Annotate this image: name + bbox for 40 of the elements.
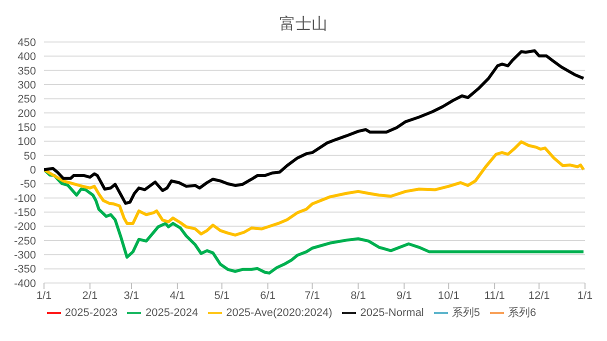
y-tick-label: -250 bbox=[14, 235, 36, 248]
y-tick-label: 300 bbox=[18, 79, 36, 92]
y-tick-label: -300 bbox=[14, 250, 36, 262]
legend-label: 2025-2023 bbox=[64, 307, 118, 319]
y-tick-label: 200 bbox=[18, 108, 36, 120]
chart-title: 富士山 bbox=[278, 14, 328, 35]
x-tick-label: 4/1 bbox=[170, 290, 186, 302]
x-tick-label: 2/1 bbox=[82, 290, 98, 302]
line-series bbox=[44, 49, 585, 205]
legend-label: 系列5 bbox=[452, 307, 480, 319]
x-tick-label: 12/1 bbox=[528, 290, 550, 302]
y-tick-label: 150 bbox=[18, 122, 36, 134]
y-tick-label: -350 bbox=[14, 264, 36, 276]
y-tick-label: 350 bbox=[18, 65, 36, 78]
y-tick-label: 100 bbox=[18, 136, 36, 148]
y-tick-label: -100 bbox=[14, 192, 36, 205]
line-series bbox=[44, 140, 585, 237]
x-tick-label: 11/1 bbox=[484, 290, 505, 302]
x-tick-label: 9/1 bbox=[396, 290, 412, 302]
y-tick-label: 50 bbox=[24, 150, 36, 162]
x-tick-label: 10/1 bbox=[438, 290, 460, 302]
x-tick-label: 1/1 bbox=[36, 290, 52, 302]
legend-label: 2025-2024 bbox=[145, 307, 198, 319]
legend-label: 系列6 bbox=[508, 307, 536, 319]
y-tick-label: 400 bbox=[18, 51, 36, 64]
legend-label: 2025-Ave(2020:2024) bbox=[226, 307, 332, 319]
x-tick-label: 8/1 bbox=[350, 290, 366, 302]
x-tick-label: 5/1 bbox=[214, 290, 230, 302]
x-tick-label: 6/1 bbox=[260, 290, 276, 302]
x-tick-label: 7/1 bbox=[304, 290, 320, 302]
y-tick-label: 0 bbox=[30, 164, 36, 176]
y-tick-label: 250 bbox=[18, 94, 36, 106]
x-tick-label: 1/1 bbox=[577, 290, 593, 302]
y-tick-label: -200 bbox=[14, 221, 36, 234]
legend-label: 2025-Normal bbox=[360, 307, 424, 319]
y-tick-label: -50 bbox=[20, 178, 36, 191]
y-tick-label: 450 bbox=[18, 36, 36, 49]
x-tick-label: 3/1 bbox=[124, 290, 140, 302]
y-tick-label: -150 bbox=[14, 207, 36, 220]
y-tick-label: -400 bbox=[14, 278, 36, 290]
